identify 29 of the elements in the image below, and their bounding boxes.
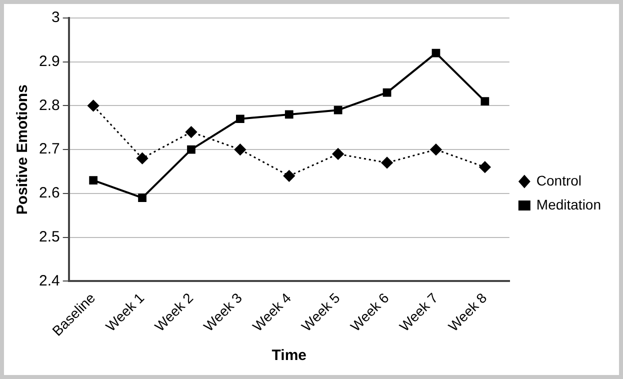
- point: [283, 170, 295, 182]
- y-axis-title: Positive Emotions: [14, 84, 32, 215]
- point: [185, 126, 197, 138]
- y-tick-label: 2.6: [38, 184, 60, 202]
- point: [89, 176, 98, 184]
- point: [334, 106, 342, 114]
- point: [138, 194, 146, 202]
- y-tick-label: 2.9: [38, 53, 60, 70]
- y-tick-label: 2.5: [38, 228, 60, 246]
- point: [479, 161, 491, 173]
- point: [430, 144, 442, 156]
- x-axis-title: Time: [272, 347, 307, 364]
- y-tick-label: 3: [52, 9, 60, 26]
- y-tick-label: 2.8: [38, 96, 60, 114]
- point: [432, 48, 440, 58]
- point: [234, 144, 246, 156]
- point: [136, 152, 148, 164]
- point: [236, 114, 244, 124]
- point: [382, 88, 392, 97]
- point: [381, 156, 393, 168]
- y-tick-label: 2.7: [38, 140, 60, 158]
- y-tick-label: 2.4: [38, 272, 60, 290]
- legend-label: Meditation: [536, 196, 601, 212]
- point: [332, 148, 344, 160]
- point: [284, 110, 294, 119]
- point: [187, 145, 196, 154]
- point: [88, 100, 100, 112]
- legend-label: Control: [536, 172, 582, 188]
- point: [480, 97, 490, 106]
